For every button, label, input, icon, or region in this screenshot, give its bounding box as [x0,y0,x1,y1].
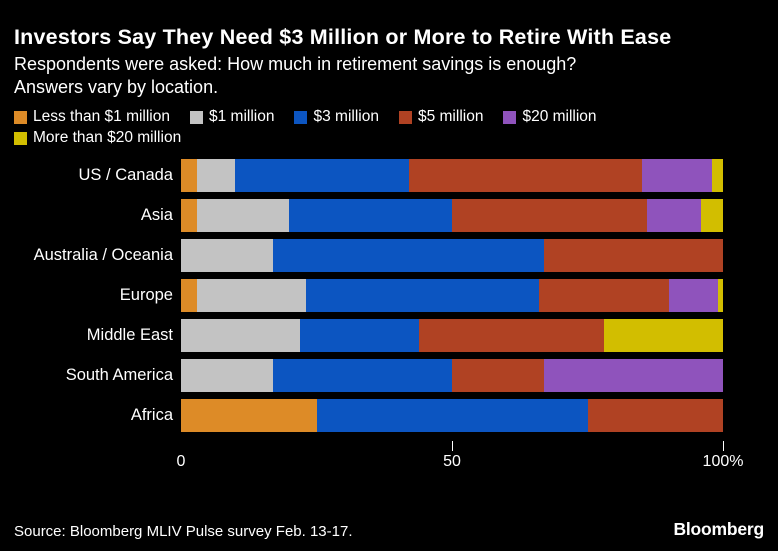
stacked-bar-chart: US / Canada Asia Australia / Oceania Europe… [14,159,764,475]
bar-segment-less-than-1-million [181,279,198,312]
bar-segment-1-million [181,239,274,272]
bar-track [181,159,723,192]
chart-row: Australia / Oceania [14,239,764,272]
bar-segment-1-million [197,199,290,232]
bar-track [181,399,723,432]
bar-segment-5-million [408,159,642,192]
bar-track [181,239,723,272]
category-label: US / Canada [78,166,173,184]
axis-tick-label: 100% [702,453,744,470]
axis-tick-mark [723,441,724,451]
legend-label: $5 million [417,108,484,125]
category-label: Middle East [86,326,173,344]
legend: Less than $1 million $1 million $3 million… [14,108,714,147]
axis-tick-label: 50 [443,453,461,470]
legend-swatch-icon [398,110,412,124]
bar-segment-5-million [451,199,648,232]
legend-swatch-icon [14,131,27,145]
legend-item-less-than-1-million: Less than $1 million [14,108,170,126]
bar-segment-less-than-1-million [181,199,198,232]
bar-segment-3-million [273,359,452,392]
legend-label: Less than $1 million [33,108,170,125]
bar-segment-5-million [538,279,669,312]
legend-label: $3 million [313,108,379,125]
category-label: Europe [119,286,173,304]
bar-segment-1-million [181,359,274,392]
bar-segment-20-million [668,279,718,312]
category-label: Australia / Oceania [33,246,173,264]
bar-segment-20-million [544,359,723,392]
legend-swatch-icon [190,110,203,124]
bar-segment-5-million [587,399,723,432]
bar-segment-3-million [300,319,420,352]
legend-label: More than $20 million [33,129,182,146]
category-label: Africa [130,406,173,424]
chart-row: Middle East [14,319,764,352]
legend-item-5-million: $5 million [398,108,484,126]
bar-segment-20-million [647,199,702,232]
axis-tick-label: 0 [176,453,186,470]
legend-swatch-icon [294,110,308,124]
page-subtitle: Respondents were asked: How much in reti… [14,54,577,97]
bar-segment-5-million [419,319,604,352]
legend-swatch-icon [14,110,27,124]
legend-swatch-icon [503,110,517,124]
bar-segment-less-than-1-million [181,159,198,192]
bar-segment-20-million [641,159,713,192]
legend-item-3-million: $3 million [294,108,379,126]
chart-row: Europe [14,279,764,312]
legend-item-more-than-20-million: More than $20 million [14,129,181,147]
bar-segment-3-million [289,199,452,232]
bar-segment-more-than-20-million [603,319,723,352]
legend-label: $20 million [522,108,597,125]
footer: Source: Bloomberg MLIV Pulse survey Feb.… [14,519,764,540]
chart-rows: US / Canada Asia Australia / Oceania Europe… [14,159,764,432]
legend-item-20-million: $20 million [503,108,597,126]
bar-segment-3-million [273,239,545,272]
bar-segment-1-million [181,319,301,352]
bar-segment-3-million [316,399,588,432]
page-title: Investors Say They Need $3 Million or Mo… [14,25,672,49]
bar-segment-5-million [451,359,545,392]
bar-segment-more-than-20-million [701,199,723,232]
bar-segment-1-million [197,279,306,312]
chart-row: Asia [14,199,764,232]
category-label: South America [65,366,173,384]
x-axis: 0 50 100% [177,439,743,475]
chart-row: Africa [14,399,764,432]
bar-track [181,319,723,352]
bar-segment-1-million [197,159,236,192]
bar-segment-5-million [544,239,723,272]
bar-segment-more-than-20-million [717,279,723,312]
bar-segment-3-million [305,279,539,312]
bar-track [181,199,723,232]
source-note: Source: Bloomberg MLIV Pulse survey Feb.… [14,523,353,540]
bar-segment-3-million [235,159,409,192]
bar-track [181,279,723,312]
bar-segment-less-than-1-million [181,399,317,432]
axis-tick-mark [452,441,453,451]
chart-row: South America [14,359,764,392]
bar-segment-more-than-20-million [712,159,723,192]
legend-label: $1 million [209,108,275,125]
bloomberg-logo: Bloomberg [673,519,764,539]
chart-row: US / Canada [14,159,764,192]
legend-item-1-million: $1 million [190,108,274,126]
bar-track [181,359,723,392]
category-label: Asia [140,206,173,224]
